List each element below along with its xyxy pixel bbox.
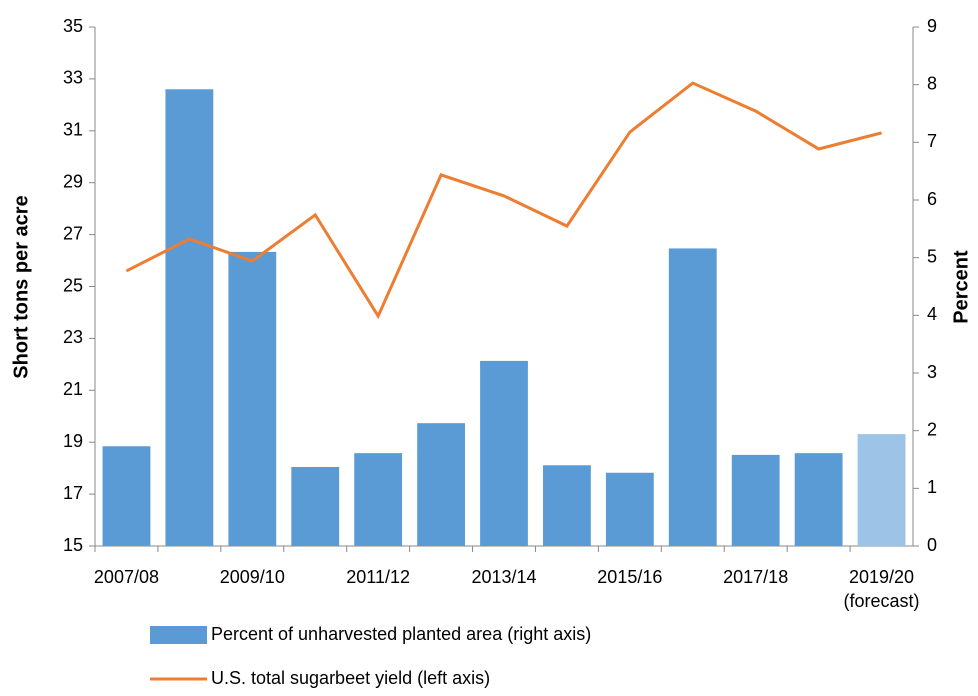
bar (165, 89, 214, 546)
y2-tick-label: 5 (927, 246, 937, 266)
bar (857, 434, 906, 546)
legend-swatch (150, 626, 207, 644)
bar (668, 248, 717, 546)
y2-tick-label: 6 (927, 189, 937, 209)
y-tick-label: 21 (63, 379, 83, 399)
line (125, 81, 882, 320)
y2-tick-label: 4 (927, 304, 937, 324)
bar (605, 472, 654, 546)
legend-label: Percent of unharvested planted area (rig… (211, 624, 591, 644)
bar (480, 360, 528, 546)
y-axis-title: Short tons per acre (10, 195, 32, 378)
bar (543, 465, 591, 546)
bar (102, 446, 151, 546)
x-tick-label: 2013/14 (471, 567, 536, 587)
bar (794, 453, 843, 546)
bar (731, 454, 780, 546)
x-tick-label: 2009/10 (220, 567, 285, 587)
bar (228, 251, 277, 546)
y-tick-label: 23 (63, 327, 83, 347)
y2-tick-label: 3 (927, 362, 937, 382)
x-tick-label: 2011/12 (346, 567, 410, 587)
y-tick-label: 35 (63, 16, 83, 36)
x-tick-label: 2007/08 (94, 567, 159, 587)
bar (291, 466, 340, 546)
y2-tick-label: 8 (927, 73, 937, 93)
y-tick-label: 25 (63, 275, 83, 295)
y-tick-label: 31 (63, 120, 83, 140)
y2-tick-label: 7 (927, 131, 937, 151)
y2-tick-label: 2 (927, 419, 937, 439)
y-tick-label: 33 (63, 68, 83, 88)
y-tick-label: 29 (63, 171, 83, 191)
bar (354, 453, 403, 546)
y-tick-label: 15 (63, 535, 83, 555)
y-tick-label: 17 (63, 483, 83, 503)
x-tick-label: 2019/20 (forecast) (844, 567, 920, 611)
y2-axis-title: Percent (950, 250, 972, 324)
bar (417, 423, 465, 546)
legend-label: U.S. total sugarbeet yield (left axis) (211, 668, 490, 688)
y2-tick-label: 9 (927, 16, 937, 36)
y-tick-label: 27 (63, 223, 83, 243)
y2-tick-label: 1 (927, 477, 937, 497)
y2-tick-label: 0 (927, 535, 937, 555)
x-tick-label: 2017/18 (723, 567, 788, 587)
y-tick-label: 19 (63, 431, 83, 451)
x-tick-label: 2015/16 (597, 567, 662, 587)
